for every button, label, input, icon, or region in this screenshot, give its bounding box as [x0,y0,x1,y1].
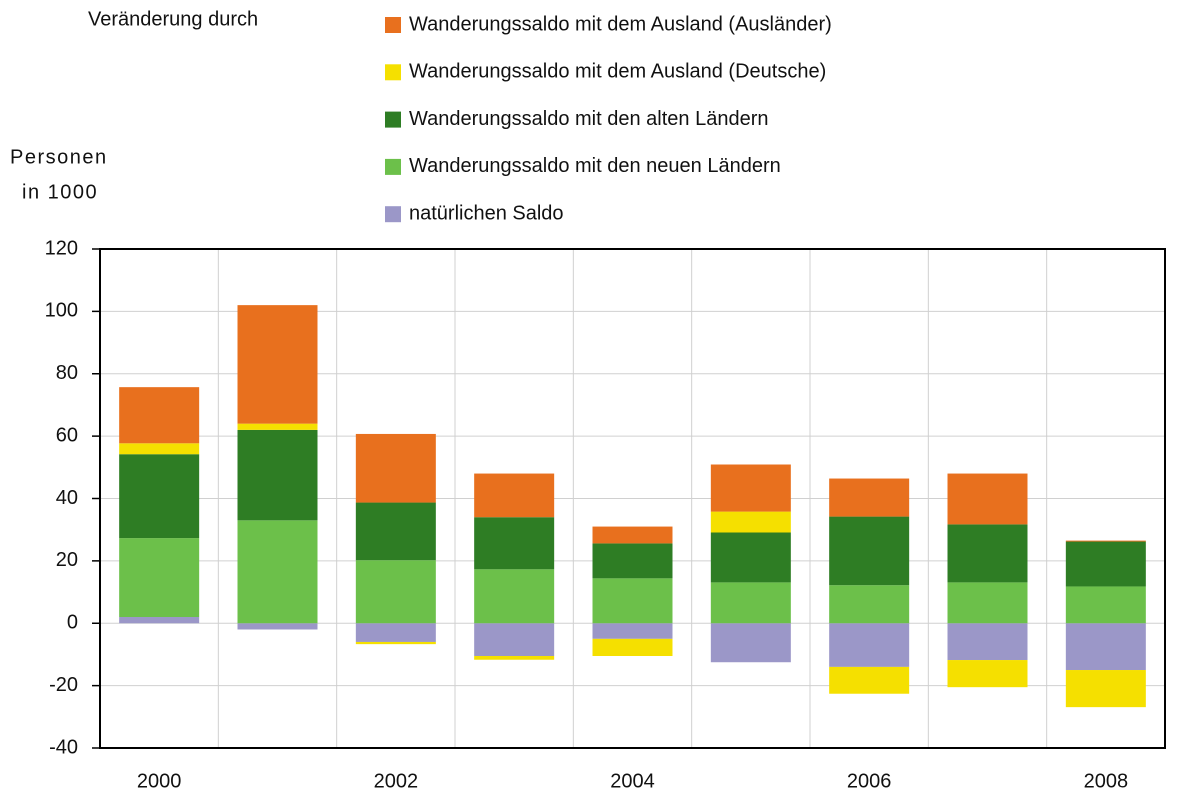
bar-segment [947,524,1028,583]
bar-segment [592,578,673,624]
legend-swatch [385,206,401,223]
y-tick-label: 80 [56,362,78,384]
bar-segment [355,560,436,624]
bar-segment [592,543,673,579]
bar-segment [1065,586,1146,624]
bar-segment [355,433,436,503]
y-tick-label: 0 [67,612,78,634]
y-tick-label: -20 [49,674,78,696]
annotation: Veränderung durch [88,8,258,30]
plot-frame [99,248,1166,749]
bar-segment [474,473,555,518]
y-axis-label: Personen [10,146,108,168]
bar-segment [829,516,910,586]
bar-segment [119,454,200,539]
y-tick-label: 100 [45,300,78,322]
bar-segment [119,617,200,624]
bar-segment [829,666,910,694]
y-tick-label: 20 [56,549,78,571]
bar-segment [237,305,318,424]
bar-segment [474,517,555,570]
bar-segment [355,623,436,642]
bar-segment [119,443,200,455]
x-tick-label: 2000 [137,770,182,792]
x-tick-label: 2004 [610,770,655,792]
y-tick-label: 60 [56,424,78,446]
y-axis-label: in 1000 [22,181,98,203]
bar-segment [947,623,1028,661]
x-tick-label: 2002 [374,770,419,792]
bar-segment [947,473,1028,525]
legend-swatch [385,111,401,128]
bar-segment [474,569,555,624]
bar-segment [237,423,318,430]
bar-segment [355,502,436,561]
bar-segment [237,520,318,624]
bar-segment [592,638,673,656]
y-tick-label: 40 [56,487,78,509]
legend-swatch [385,64,401,81]
bar-segment [119,538,200,618]
bar-segment [710,511,791,533]
legend-swatch [385,17,401,33]
bar-segment [710,623,791,663]
bar-segment [710,532,791,583]
bar-segment [829,478,910,517]
bar-segment [829,585,910,624]
legend-label: Wanderungssaldo mit dem Ausland (Ausländ… [409,13,832,35]
bar-segment [592,623,673,639]
x-tick-label: 2008 [1084,770,1129,792]
x-tick-label: 2006 [847,770,892,792]
legend-label: Wanderungssaldo mit den alten Ländern [409,108,769,130]
legend-swatch [385,158,401,175]
bar-segment [474,623,555,656]
bar-segment [710,582,791,624]
bar-segment [119,387,200,444]
legend-label: Wanderungssaldo mit den neuen Ländern [409,155,781,177]
bar-segment [237,429,318,521]
bar-segment [1065,540,1146,542]
bar-segment [355,641,436,645]
legend-label: natürlichen Saldo [409,202,564,224]
bar-segment [947,660,1028,688]
y-tick-label: -40 [49,736,78,758]
legend-label: Wanderungssaldo mit dem Ausland (Deutsch… [409,61,826,83]
bar-segment [1065,623,1146,671]
bar-segment [947,582,1028,624]
bar-segment [1065,541,1146,587]
bar-segment [1065,670,1146,708]
bar-segment [592,526,673,544]
y-tick-label: 120 [45,237,78,259]
bar-segment [474,655,555,660]
bar-segment [829,623,910,667]
bar-segment [237,623,318,630]
bar-segment [710,464,791,512]
